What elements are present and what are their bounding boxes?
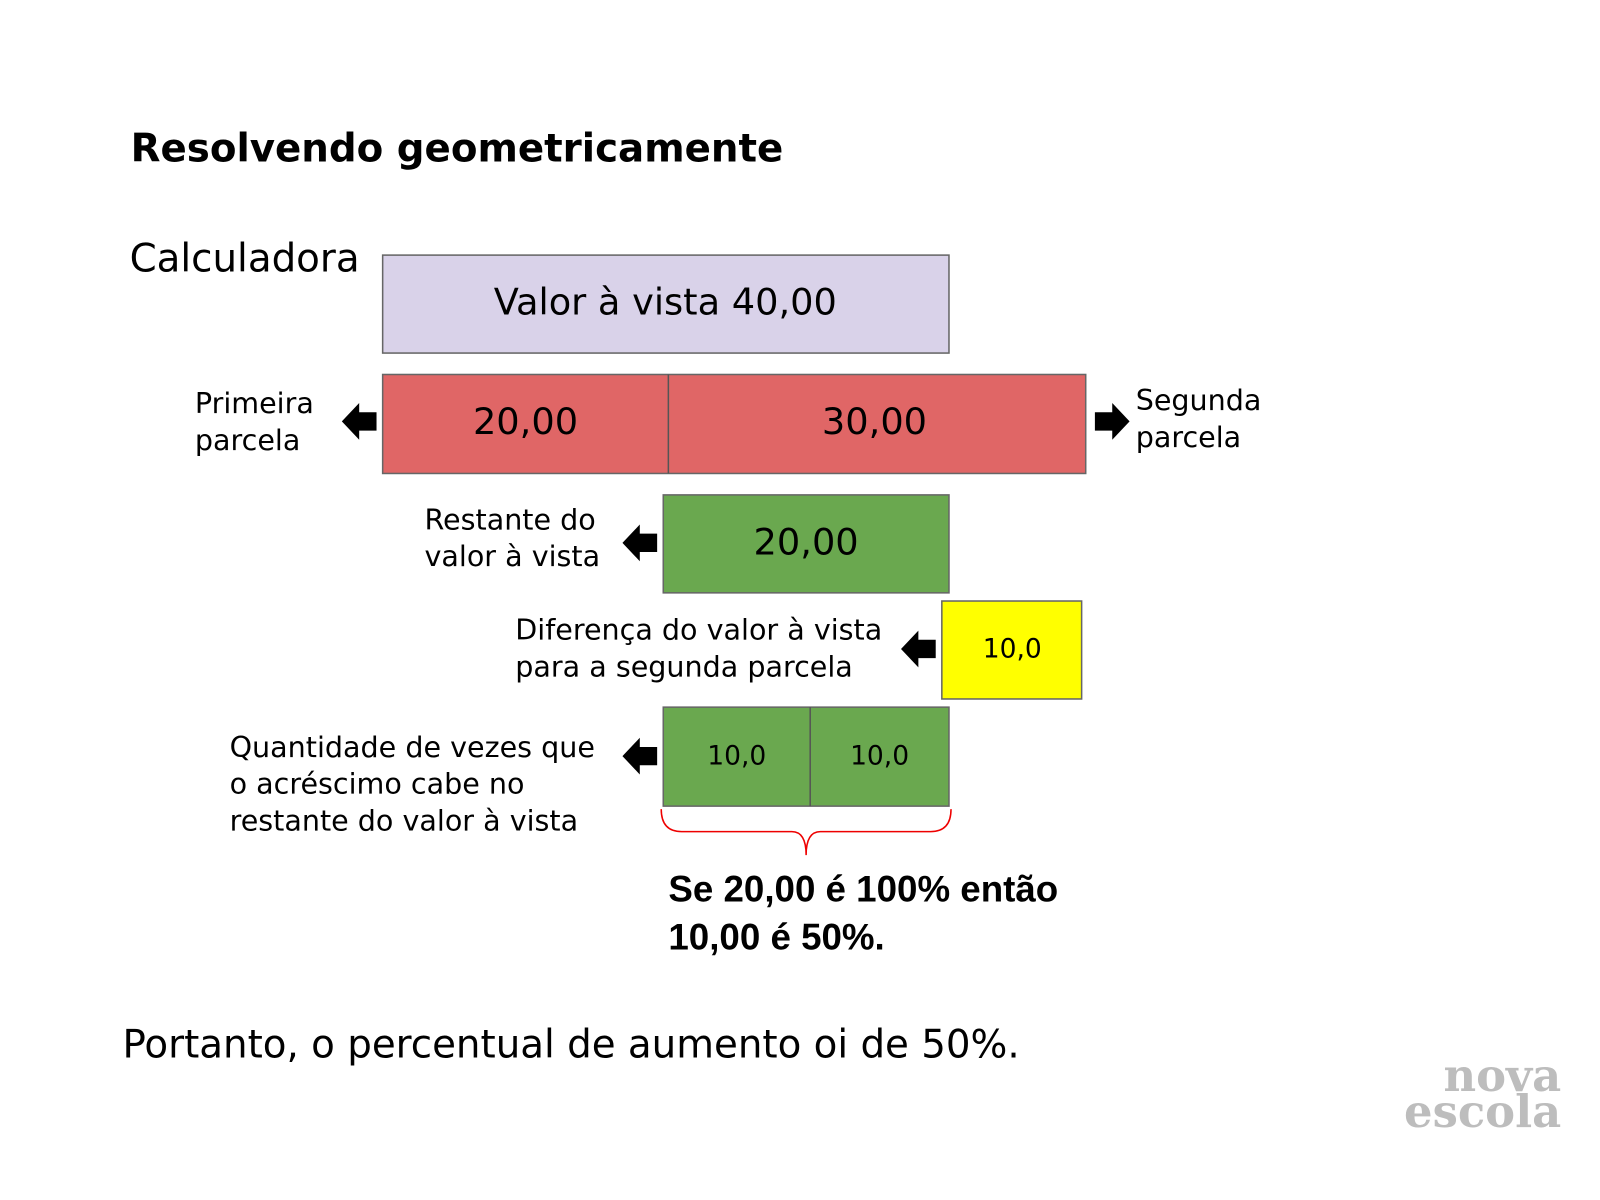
label-line: restante do valor à vista [230, 803, 579, 837]
label-line: Diferença do valor à vista [515, 613, 882, 647]
label-line: valor à vista [424, 539, 600, 573]
label-line: o acréscimo cabe no [230, 767, 525, 801]
arrow-left [622, 737, 658, 775]
installments-box [381, 373, 1087, 475]
label-line: Segunda [1136, 383, 1262, 417]
logo: escola [1404, 1085, 1561, 1138]
difference-box [941, 600, 1083, 700]
remaining-text: 20,00 [754, 520, 859, 563]
footer: Portanto, o percentual de aumento oi de … [122, 1022, 1019, 1067]
remaining-box [662, 494, 950, 594]
logo: nova [1444, 1049, 1562, 1102]
label-line: para a segunda parcela [515, 649, 853, 683]
second-installment: 30,00 [822, 400, 927, 443]
subtitle: Calculadora [130, 237, 360, 282]
arrow-left [901, 630, 936, 668]
title: Resolvendo geometricamente [131, 127, 784, 172]
arrow-left [341, 403, 377, 440]
first-installment: 20,00 [473, 400, 578, 443]
arrows [341, 403, 1130, 775]
label-line: parcela [195, 423, 300, 457]
arrow-right [1094, 403, 1130, 440]
cash-box [381, 254, 950, 354]
parts-box [662, 706, 950, 807]
part-text: 10,0 [850, 741, 909, 772]
conclusion-line: 10,00 é 50%. [668, 916, 884, 957]
label-line: parcela [1136, 420, 1241, 454]
label-line: Primeira [195, 386, 314, 420]
brace [660, 809, 952, 856]
label-line: Restante do [424, 502, 595, 536]
conclusion-line: Se 20,00 é 100% então [668, 869, 1058, 910]
arrow-left [622, 524, 658, 562]
difference-text: 10,0 [983, 634, 1042, 665]
cash-text: Valor à vista 40,00 [494, 281, 837, 324]
part-text: 10,0 [707, 741, 766, 772]
label-line: Quantidade de vezes que [230, 730, 595, 764]
